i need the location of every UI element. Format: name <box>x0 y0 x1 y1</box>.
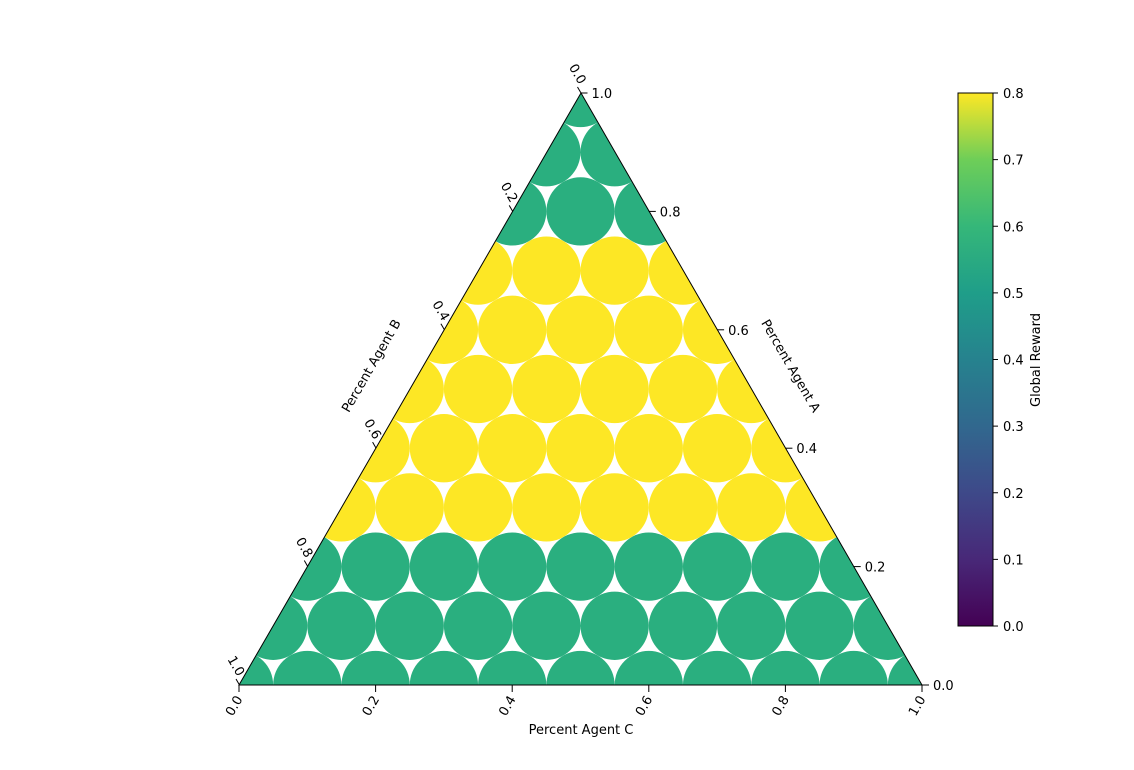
heatmap-cell <box>580 354 649 424</box>
heatmap-cell <box>580 591 649 660</box>
heatmap-cell <box>751 532 820 601</box>
colorbar-tick-label: 0.8 <box>1003 87 1024 102</box>
heatmap-cell <box>307 591 376 660</box>
heatmap-cell <box>443 354 513 424</box>
right-tick-label: 0.2 <box>865 561 886 576</box>
heatmap-cell <box>580 473 649 542</box>
heatmap-cell <box>648 591 718 660</box>
colorbar-title: Global Reward <box>1029 313 1044 407</box>
left-tick-label: 0.0 <box>565 62 588 87</box>
heatmap-cell <box>682 414 752 483</box>
heatmap-cell <box>512 591 581 660</box>
heatmap-cell <box>512 236 581 305</box>
right-axis-title: Percent Agent A <box>757 317 822 415</box>
heatmap-cell <box>785 591 854 660</box>
heatmap-cell <box>443 473 513 542</box>
left-tick-label: 0.2 <box>497 180 520 205</box>
heatmap-cell <box>648 354 718 424</box>
heatmap-cell <box>443 591 513 660</box>
heatmap-cell <box>614 295 683 364</box>
colorbar-tick-label: 0.7 <box>1003 154 1024 169</box>
colorbar-gradient <box>957 92 994 627</box>
left-tick-label: 1.0 <box>224 654 247 679</box>
heatmap-cell <box>648 473 718 542</box>
left-tick <box>508 205 514 212</box>
heatmap-cell <box>409 414 479 483</box>
heatmap-cell <box>512 354 581 424</box>
heatmap-cell <box>341 532 410 601</box>
colorbar-tick-label: 0.5 <box>1003 287 1024 302</box>
heatmap-cell <box>478 414 547 483</box>
heatmap-cells <box>239 93 922 685</box>
bottom-tick-label: 0.0 <box>223 694 246 719</box>
heatmap-cell <box>546 532 615 601</box>
right-axis: 0.0 0.2 0.4 0.6 0.8 1.0 <box>580 87 954 694</box>
heatmap-cell <box>580 236 649 305</box>
right-tick-label: 1.0 <box>592 87 613 102</box>
heatmap-cell <box>614 532 683 601</box>
colorbar-ticks: 0.0 0.1 0.2 0.3 0.4 0.5 0.6 0.7 0.8 <box>993 87 1024 635</box>
bottom-axis: 0.0 0.2 0.4 0.6 0.8 1.0 <box>223 685 929 719</box>
colorbar-tick-label: 0.3 <box>1003 420 1024 435</box>
right-tick-label: 0.8 <box>660 205 681 220</box>
bottom-axis-title: Percent Agent C <box>529 723 634 738</box>
bottom-tick-label: 0.8 <box>770 694 793 719</box>
heatmap-cell <box>478 532 547 601</box>
heatmap-cell <box>409 532 479 601</box>
heatmap-cell <box>478 295 547 364</box>
heatmap-cell <box>614 414 683 483</box>
heatmap-cell <box>717 473 786 542</box>
heatmap-cell <box>717 591 786 660</box>
colorbar-tick-label: 0.6 <box>1003 220 1024 235</box>
right-tick-label: 0.4 <box>796 442 817 457</box>
colorbar-tick-label: 0.0 <box>1003 620 1024 635</box>
bottom-tick-label: 0.6 <box>633 694 656 719</box>
heatmap-cell <box>546 295 615 364</box>
triangle-frame <box>238 91 923 686</box>
left-tick <box>303 560 309 567</box>
colorbar-tick-label: 0.1 <box>1003 553 1024 568</box>
colorbar-tick-label: 0.2 <box>1003 487 1024 502</box>
left-tick <box>577 86 582 94</box>
heatmap-cell <box>375 591 444 660</box>
heatmap-cell <box>682 532 752 601</box>
left-tick <box>372 441 377 449</box>
left-tick-label: 0.4 <box>429 298 452 323</box>
left-tick-label: 0.8 <box>292 535 315 560</box>
heatmap-cell <box>512 473 581 542</box>
left-tick-label: 0.6 <box>360 417 383 442</box>
right-tick-label: 0.6 <box>728 324 749 339</box>
heatmap-cell <box>546 177 615 246</box>
left-tick <box>235 678 240 686</box>
bottom-tick-label: 1.0 <box>906 694 929 719</box>
left-axis-title: Percent Agent B <box>339 317 404 415</box>
bottom-tick-label: 0.2 <box>360 694 383 719</box>
heatmap-cell <box>546 414 615 483</box>
left-tick <box>440 323 445 331</box>
right-tick-label: 0.0 <box>933 679 954 694</box>
bottom-tick-label: 0.4 <box>496 694 519 719</box>
colorbar: 0.0 0.1 0.2 0.3 0.4 0.5 0.6 0.7 0.8 Global Rewar… <box>957 87 1044 635</box>
colorbar-tick-label: 0.4 <box>1003 354 1024 369</box>
heatmap-cell <box>375 473 444 542</box>
